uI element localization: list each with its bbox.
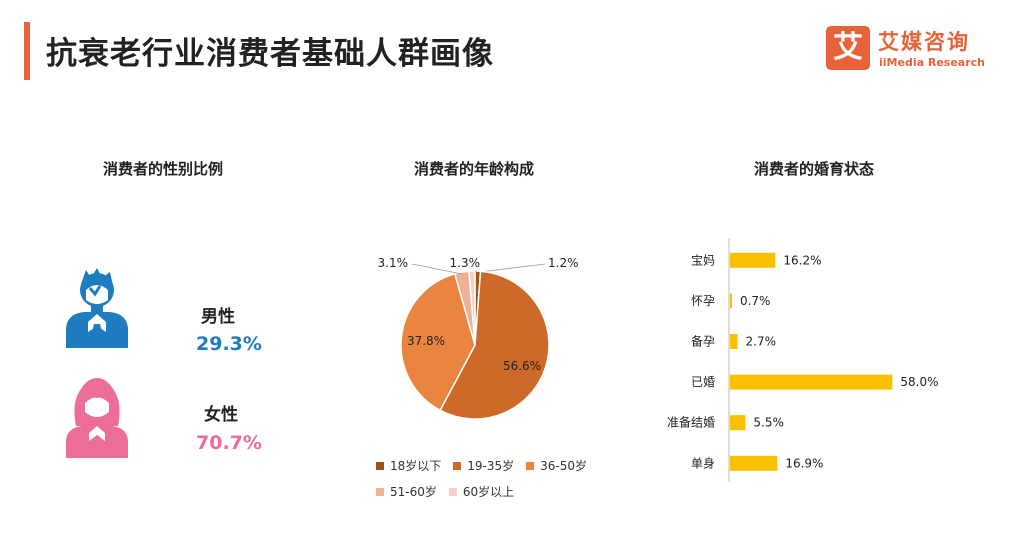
bar-category-label: 已婚 bbox=[691, 375, 715, 389]
female-person-icon bbox=[66, 378, 128, 458]
bar bbox=[730, 293, 732, 309]
legend-label: 36-50岁 bbox=[540, 459, 588, 473]
pie-slice bbox=[400, 272, 476, 412]
bar-value-label: 2.7% bbox=[746, 335, 777, 349]
legend-entry: 36-50岁 bbox=[526, 457, 587, 474]
pie-slice bbox=[439, 270, 550, 420]
male-person-icon bbox=[66, 268, 128, 348]
bar-category-label: 怀孕 bbox=[691, 294, 715, 308]
bar bbox=[730, 374, 893, 390]
age-pie-chart: 1.2% 56.6% 37.8% 3.1% 1.3% bbox=[378, 256, 579, 420]
male-label: 男性 bbox=[201, 307, 235, 327]
legend-label: 18岁以下 bbox=[390, 459, 442, 473]
legend-entry: 18岁以下 bbox=[376, 457, 441, 474]
age-pie-legend: 18岁以下 19-35岁 36-50岁 51-60岁 60岁以上 bbox=[376, 457, 626, 509]
pie-data-label: 37.8% bbox=[407, 334, 445, 348]
bar bbox=[730, 455, 778, 471]
bar-value-label: 16.2% bbox=[783, 253, 821, 267]
legend-entry: 19-35岁 bbox=[453, 457, 514, 474]
pie-slice bbox=[468, 270, 476, 346]
bar bbox=[730, 252, 776, 268]
pie-data-label: 3.1% bbox=[378, 256, 409, 270]
bar-value-label: 58.0% bbox=[900, 375, 938, 389]
logo-mark: 艾 bbox=[826, 26, 870, 70]
brand-logo: 艾 艾媒咨询 iiMedia Research bbox=[826, 26, 996, 78]
logo-english-name: iiMedia Research bbox=[879, 56, 985, 69]
age-chart-title: 消费者的年龄构成 bbox=[413, 160, 534, 178]
female-percentage: 70.7% bbox=[196, 432, 262, 454]
legend-label: 60岁以上 bbox=[462, 485, 515, 499]
legend-swatch bbox=[526, 461, 535, 470]
bar bbox=[730, 334, 738, 349]
gender-chart-title: 消费者的性别比例 bbox=[102, 160, 223, 178]
bar-category-label: 单身 bbox=[691, 455, 715, 470]
bar-value-label: 5.5% bbox=[753, 416, 784, 430]
pie-leader-line bbox=[411, 263, 463, 275]
pie-leader-line bbox=[479, 263, 546, 273]
legend-swatch bbox=[453, 461, 462, 470]
pie-data-label: 56.6% bbox=[503, 359, 541, 373]
legend-entry: 60岁以上 bbox=[448, 483, 515, 500]
legend-label: 51-60岁 bbox=[390, 485, 437, 499]
logo-chinese-name: 艾媒咨询 bbox=[878, 30, 970, 54]
bar-category-label: 备孕 bbox=[691, 335, 715, 349]
bar-category-label: 准备结婚 bbox=[667, 416, 715, 430]
legend-swatch bbox=[448, 487, 457, 496]
female-label: 女性 bbox=[204, 405, 238, 425]
marital-bar-chart: 宝妈 16.2% 怀孕 0.7% 备孕 2.7% 已婚 58.0% 准备结婚 5.5% 单身 16.9… bbox=[667, 238, 939, 482]
page-title: 抗衰老行业消费者基础人群画像 bbox=[46, 36, 494, 72]
bar bbox=[730, 415, 746, 431]
pie-data-label: 1.2% bbox=[548, 256, 579, 270]
male-percentage: 29.3% bbox=[196, 333, 262, 355]
pie-data-label: 1.3% bbox=[450, 256, 481, 270]
bar-category-label: 宝妈 bbox=[691, 253, 715, 267]
bar-value-label: 16.9% bbox=[785, 456, 823, 470]
bar-value-label: 0.7% bbox=[740, 294, 770, 308]
marital-chart-title: 消费者的婚育状态 bbox=[753, 160, 874, 178]
legend-swatch bbox=[376, 461, 384, 470]
legend-swatch bbox=[376, 487, 384, 496]
legend-label: 19-35岁 bbox=[467, 459, 515, 473]
legend-entry: 51-60岁 bbox=[376, 483, 437, 500]
title-accent-bar bbox=[24, 22, 30, 80]
